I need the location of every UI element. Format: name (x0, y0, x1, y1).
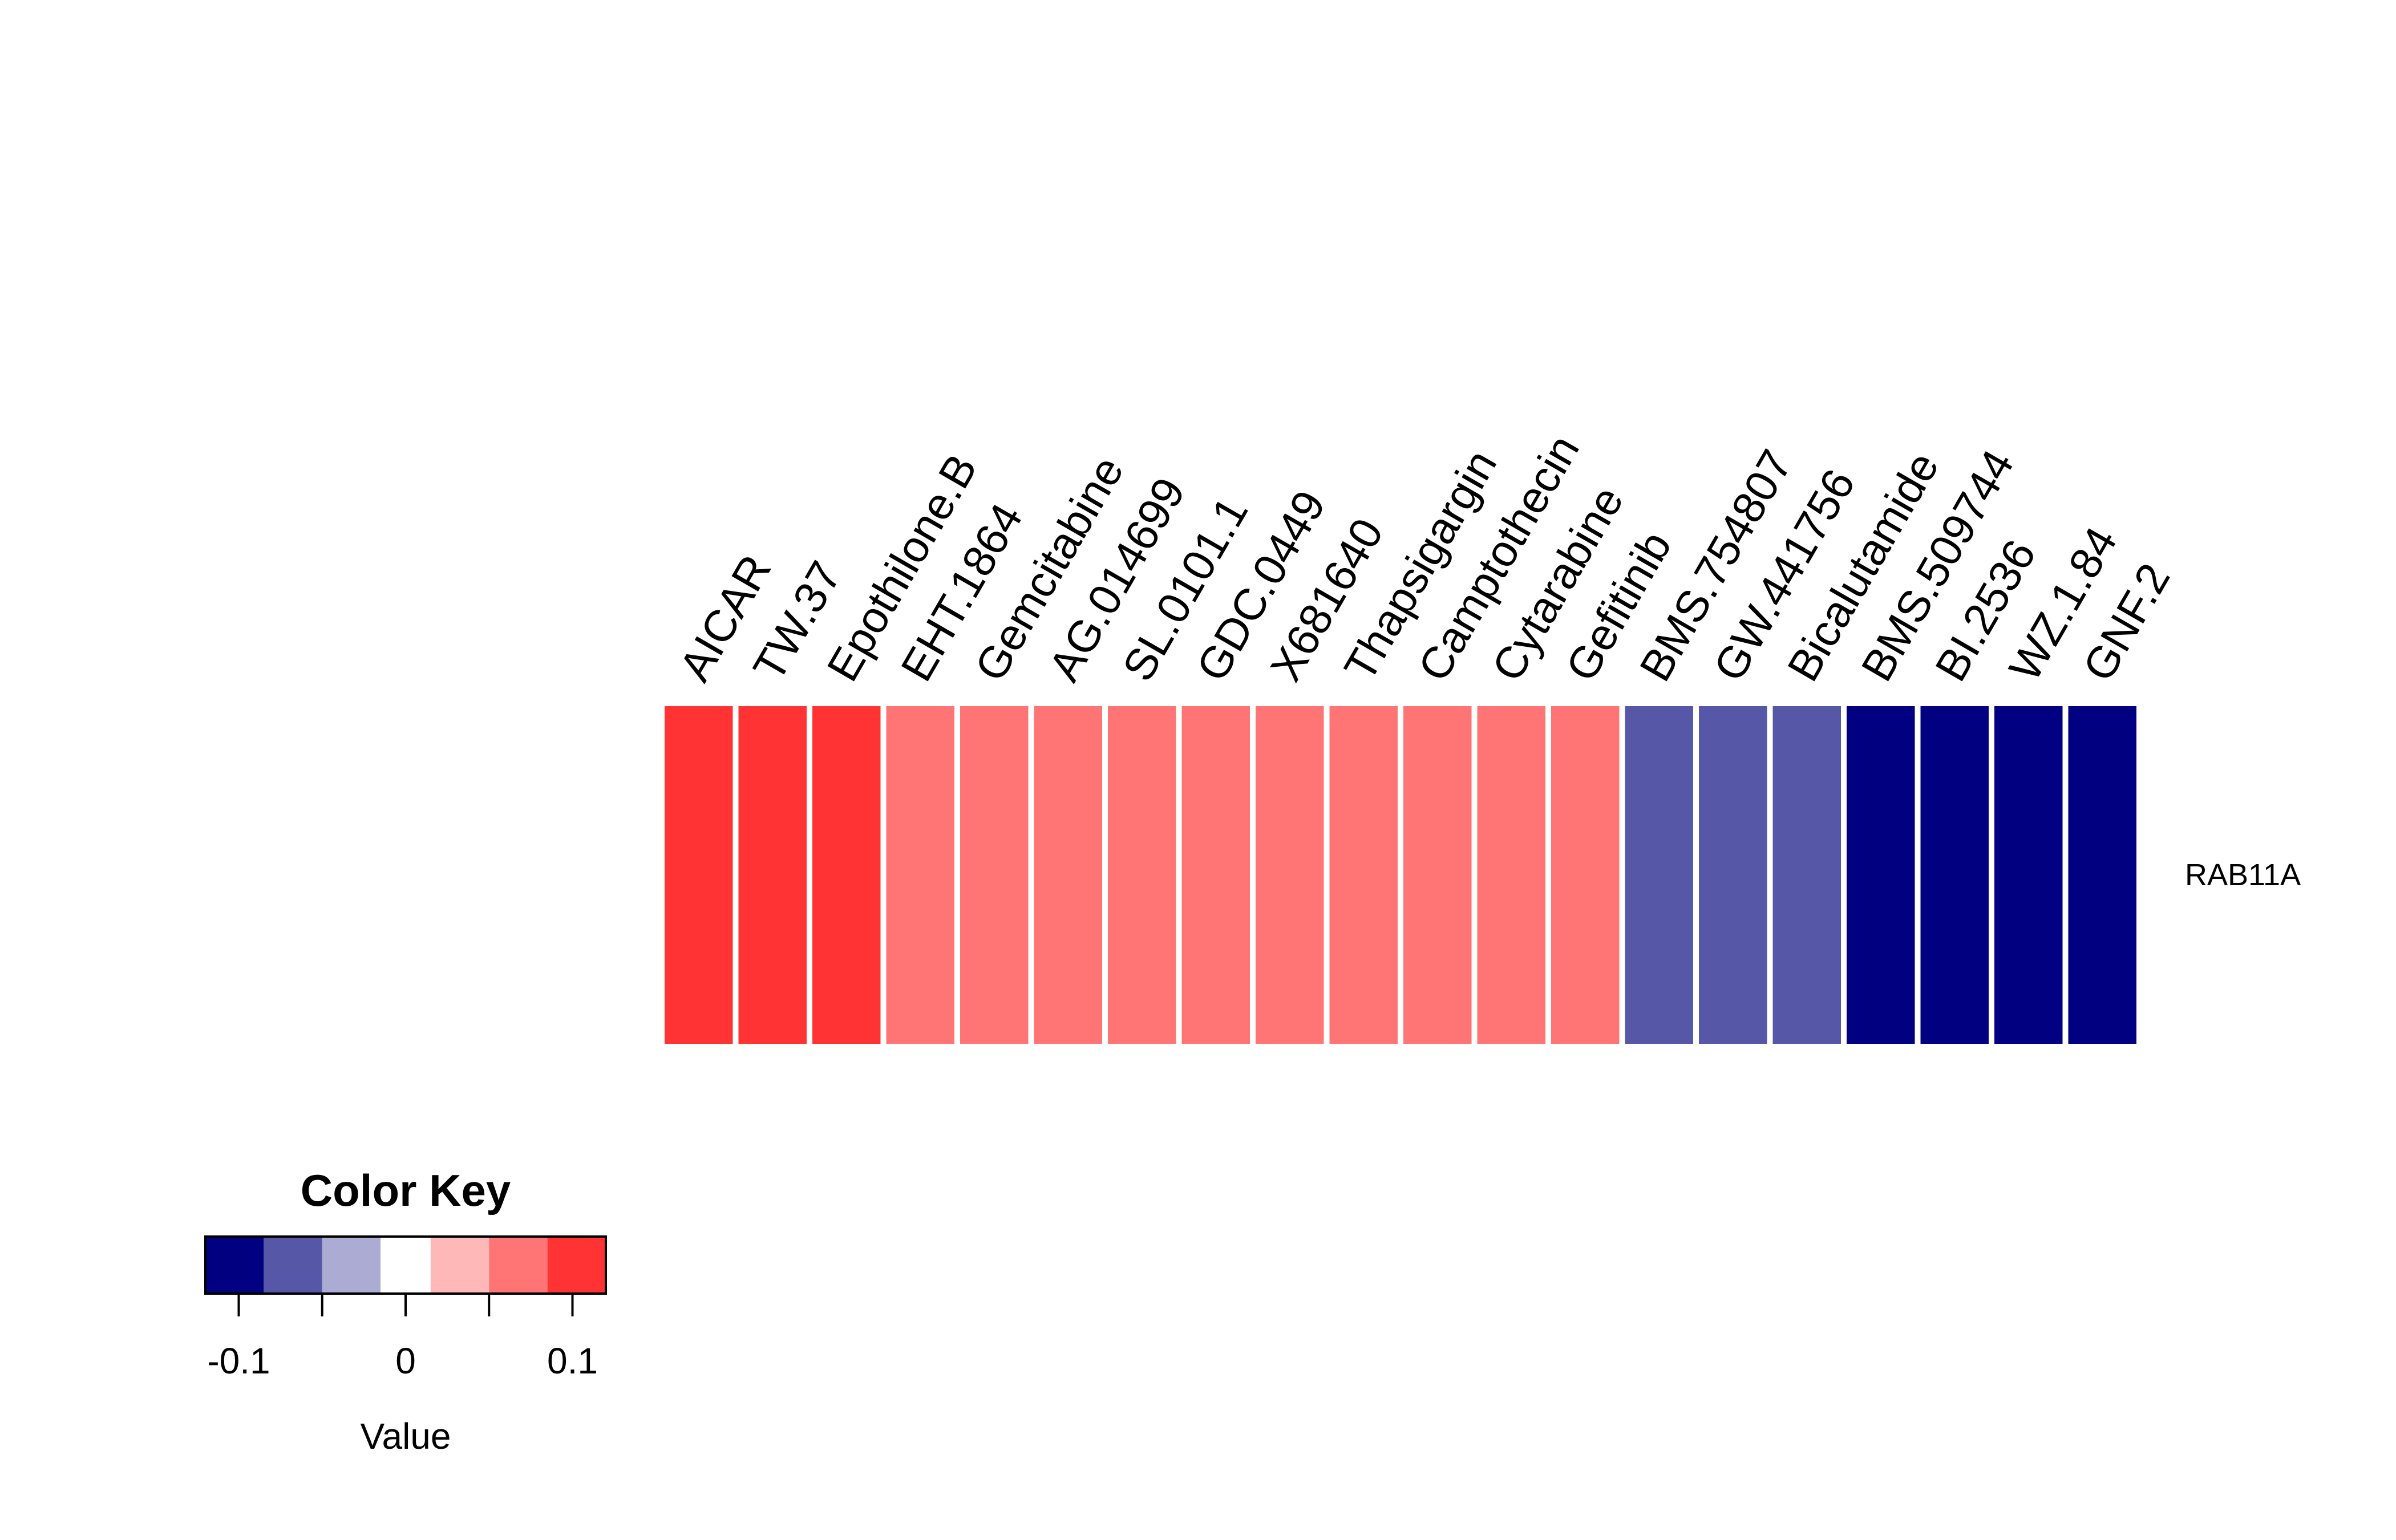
heatmap-cell (1847, 706, 1915, 1044)
heatmap-cell (886, 706, 954, 1044)
heatmap-cell (665, 706, 733, 1044)
color-key-bar (489, 1237, 548, 1294)
color-key-bar (322, 1237, 381, 1294)
heatmap-cell (1551, 706, 1620, 1044)
heatmap-cell (1994, 706, 2063, 1044)
heatmap-cell (2068, 706, 2136, 1044)
heatmap-cell (1920, 706, 1989, 1044)
heatmap-cell (1699, 706, 1767, 1044)
color-key-tick-label: 0.1 (547, 1340, 598, 1381)
color-key: Color Key -0.1 0 0.1 Value (204, 1165, 607, 1457)
heatmap-cell (812, 706, 881, 1044)
color-key-bars (205, 1237, 606, 1294)
row-label: RAB11A (2185, 858, 2301, 892)
color-key-bar (264, 1237, 322, 1294)
color-key-ticks: -0.1 0 0.1 (207, 1294, 598, 1381)
heatmap-cell (1256, 706, 1324, 1044)
color-key-bar (547, 1237, 606, 1294)
heatmap-cell (960, 706, 1029, 1044)
color-key-tick-label: -0.1 (207, 1340, 270, 1381)
color-key-bar (381, 1237, 431, 1294)
color-key-tick-label: 0 (395, 1340, 416, 1381)
heatmap-cell (1181, 706, 1250, 1044)
heatmap-cell (1034, 706, 1102, 1044)
heatmap-cell (1772, 706, 1841, 1044)
row-labels: RAB11A (2185, 858, 2301, 892)
heatmap-cell (1625, 706, 1693, 1044)
column-labels: AICARTW.37Epothilone.BEHT.1864Gemcitabin… (669, 427, 2179, 690)
color-key-axis-label: Value (361, 1416, 451, 1457)
heatmap-cell (1108, 706, 1176, 1044)
heatmap-cell (1477, 706, 1545, 1044)
heatmap-cells (665, 706, 2136, 1044)
heatmap-cell (738, 706, 807, 1044)
color-key-title: Color Key (301, 1165, 511, 1215)
heatmap-cell (1329, 706, 1398, 1044)
heatmap-cell (1403, 706, 1472, 1044)
color-key-bar (205, 1237, 264, 1294)
color-key-bar (430, 1237, 489, 1294)
